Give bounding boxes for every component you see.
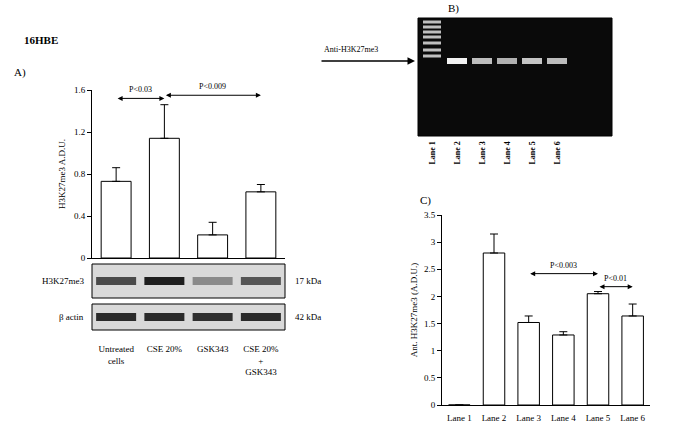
svg-text:B): B) (448, 2, 459, 15)
svg-text:P<0.01: P<0.01 (604, 274, 627, 283)
svg-text:17 kDa: 17 kDa (295, 276, 321, 286)
svg-text:Lane 2: Lane 2 (453, 141, 462, 164)
svg-text:0: 0 (81, 253, 86, 263)
svg-text:3: 3 (431, 237, 436, 247)
svg-text:1.5: 1.5 (424, 319, 436, 329)
svg-text:Lane 4: Lane 4 (551, 413, 576, 423)
svg-text:1.6: 1.6 (74, 85, 86, 95)
svg-text:Lane 4: Lane 4 (503, 141, 512, 164)
svg-text:P<0.009: P<0.009 (199, 82, 226, 91)
svg-text:Lane 2: Lane 2 (482, 413, 507, 423)
svg-text:3.5: 3.5 (424, 210, 436, 220)
svg-text:1.2: 1.2 (74, 127, 85, 137)
svg-text:0: 0 (431, 400, 436, 410)
svg-text:β actin: β actin (59, 312, 84, 322)
svg-text:42 kDa: 42 kDa (295, 312, 321, 322)
svg-text:Ant. H3K27me3 (A.D.U.): Ant. H3K27me3 (A.D.U.) (409, 263, 419, 358)
svg-text:H3K27me3 A.D.U.: H3K27me3 A.D.U. (57, 139, 67, 209)
svg-text:GSK343: GSK343 (197, 344, 229, 354)
svg-text:CSE 20%+GSK343: CSE 20%+GSK343 (243, 344, 279, 377)
svg-text:0.8: 0.8 (74, 169, 86, 179)
svg-text:Lane 3: Lane 3 (478, 141, 487, 164)
svg-text:2.5: 2.5 (424, 264, 436, 274)
svg-text:Lane 5: Lane 5 (528, 141, 537, 164)
svg-text:CSE 20%: CSE 20% (147, 344, 183, 354)
svg-text:Untreatedcells: Untreatedcells (98, 344, 134, 366)
svg-text:16HBE: 16HBE (24, 34, 58, 46)
svg-text:P<0.03: P<0.03 (129, 85, 152, 94)
svg-text:Lane 6: Lane 6 (553, 141, 562, 164)
svg-text:2: 2 (431, 292, 436, 302)
svg-text:Lane 1: Lane 1 (428, 141, 437, 164)
svg-text:Anti-H3K27me3: Anti-H3K27me3 (324, 45, 378, 54)
svg-text:0.4: 0.4 (74, 211, 86, 221)
svg-text:Lane 1: Lane 1 (447, 413, 472, 423)
svg-text:Lane 6: Lane 6 (620, 413, 645, 423)
svg-text:Lane 3: Lane 3 (516, 413, 541, 423)
svg-text:1: 1 (431, 346, 436, 356)
svg-text:Lane 5: Lane 5 (586, 413, 611, 423)
svg-text:C): C) (420, 194, 431, 207)
svg-text:0.5: 0.5 (424, 373, 436, 383)
svg-text:P<0.003: P<0.003 (550, 261, 577, 270)
svg-text:A): A) (14, 66, 26, 79)
svg-text:H3K27me3: H3K27me3 (42, 276, 84, 286)
